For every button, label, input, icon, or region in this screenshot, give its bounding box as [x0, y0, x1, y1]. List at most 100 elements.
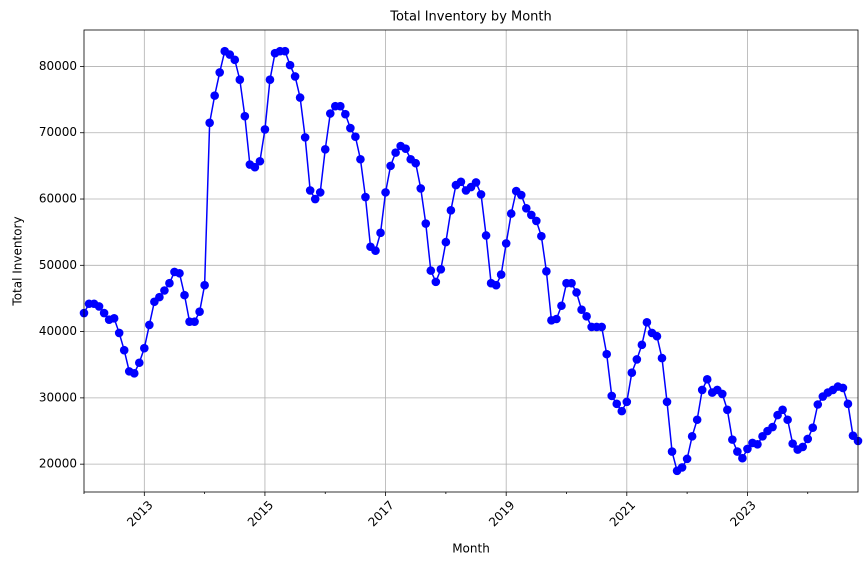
data-point: [506, 209, 516, 218]
data-point: [743, 444, 752, 454]
data-point: [471, 178, 481, 187]
data-point: [190, 317, 199, 326]
plot-frame: [83, 29, 859, 493]
data-point: [255, 156, 265, 166]
data-point: [431, 277, 441, 287]
data-point: [165, 278, 174, 288]
data-point: [572, 288, 581, 297]
data-point: [476, 190, 486, 199]
data-point: [652, 331, 662, 341]
data-point: [667, 447, 677, 456]
data-point: [441, 237, 451, 247]
data-point: [521, 204, 531, 213]
data-point: [336, 101, 345, 111]
data-point: [808, 423, 818, 433]
data-point: [376, 228, 385, 238]
data-point: [567, 278, 576, 288]
y-tick-label: 60000: [39, 192, 77, 206]
data-point: [733, 447, 742, 456]
data-point: [310, 194, 320, 204]
data-point: [582, 312, 591, 321]
data-point: [195, 307, 204, 317]
data-point: [114, 328, 124, 338]
data-point: [155, 292, 164, 302]
data-point: [728, 435, 737, 444]
x-axis-label: Month: [452, 542, 490, 556]
data-point: [421, 219, 431, 228]
data-point: [657, 353, 667, 363]
data-point: [200, 280, 209, 290]
data-point: [697, 385, 707, 395]
data-point: [501, 239, 511, 248]
y-tick-label: 50000: [39, 258, 77, 272]
data-point: [702, 375, 712, 384]
data-point: [215, 68, 225, 77]
data-point: [778, 405, 787, 415]
data-point: [803, 434, 813, 444]
data-point: [295, 93, 305, 102]
y-tick-label: 20000: [39, 457, 77, 471]
data-point: [577, 305, 586, 315]
data-point: [140, 343, 149, 353]
x-tick-label: 2017: [365, 498, 396, 529]
y-tick-label: 70000: [39, 125, 77, 139]
data-point: [481, 231, 491, 240]
data-point: [351, 132, 360, 142]
data-point: [798, 442, 808, 452]
y-tick-label: 80000: [39, 59, 77, 73]
data-point: [602, 349, 612, 359]
data-point: [768, 422, 777, 432]
data-point: [230, 55, 240, 65]
data-point: [607, 391, 617, 401]
data-point: [305, 186, 315, 195]
data-point: [401, 144, 410, 153]
data-point: [391, 148, 400, 157]
data-point: [813, 400, 823, 409]
data-point: [753, 439, 762, 449]
data-point: [542, 266, 551, 276]
data-point: [109, 314, 119, 323]
data-point: [557, 301, 566, 311]
y-axis-label: Total Inventory: [11, 216, 25, 306]
data-point: [682, 454, 692, 464]
x-tick-label: 2021: [607, 498, 638, 529]
data-point: [300, 133, 310, 142]
data-point: [315, 188, 325, 197]
data-point: [642, 318, 652, 327]
data-point: [134, 358, 144, 368]
data-point: [436, 264, 446, 274]
data-point: [622, 397, 632, 407]
data-point: [687, 432, 697, 441]
series-line: [83, 49, 859, 472]
data-point: [532, 216, 541, 226]
data-point: [94, 302, 104, 311]
data-point: [537, 231, 546, 241]
data-point: [426, 266, 436, 275]
data-point: [446, 205, 456, 215]
data-point: [235, 75, 245, 85]
data-point: [386, 161, 395, 171]
chart-title: Total Inventory by Month: [389, 10, 552, 25]
data-point: [627, 368, 637, 377]
data-point: [280, 46, 290, 56]
data-point: [411, 158, 421, 168]
data-point: [210, 91, 219, 100]
data-point: [416, 184, 426, 193]
data-point: [180, 290, 189, 300]
data-point: [838, 383, 848, 393]
data-point: [99, 308, 109, 318]
data-point: [250, 162, 260, 172]
data-point: [723, 405, 732, 415]
data-point: [738, 453, 747, 463]
data-point: [717, 389, 727, 399]
x-tick-label: 2015: [245, 498, 276, 529]
data-point: [637, 340, 647, 350]
x-tick-label: 2019: [486, 498, 517, 529]
data-point: [491, 280, 501, 290]
data-point: [361, 192, 370, 202]
data-point: [240, 111, 250, 121]
data-point: [677, 463, 687, 472]
data-point: [843, 399, 853, 409]
data-point: [325, 109, 335, 118]
